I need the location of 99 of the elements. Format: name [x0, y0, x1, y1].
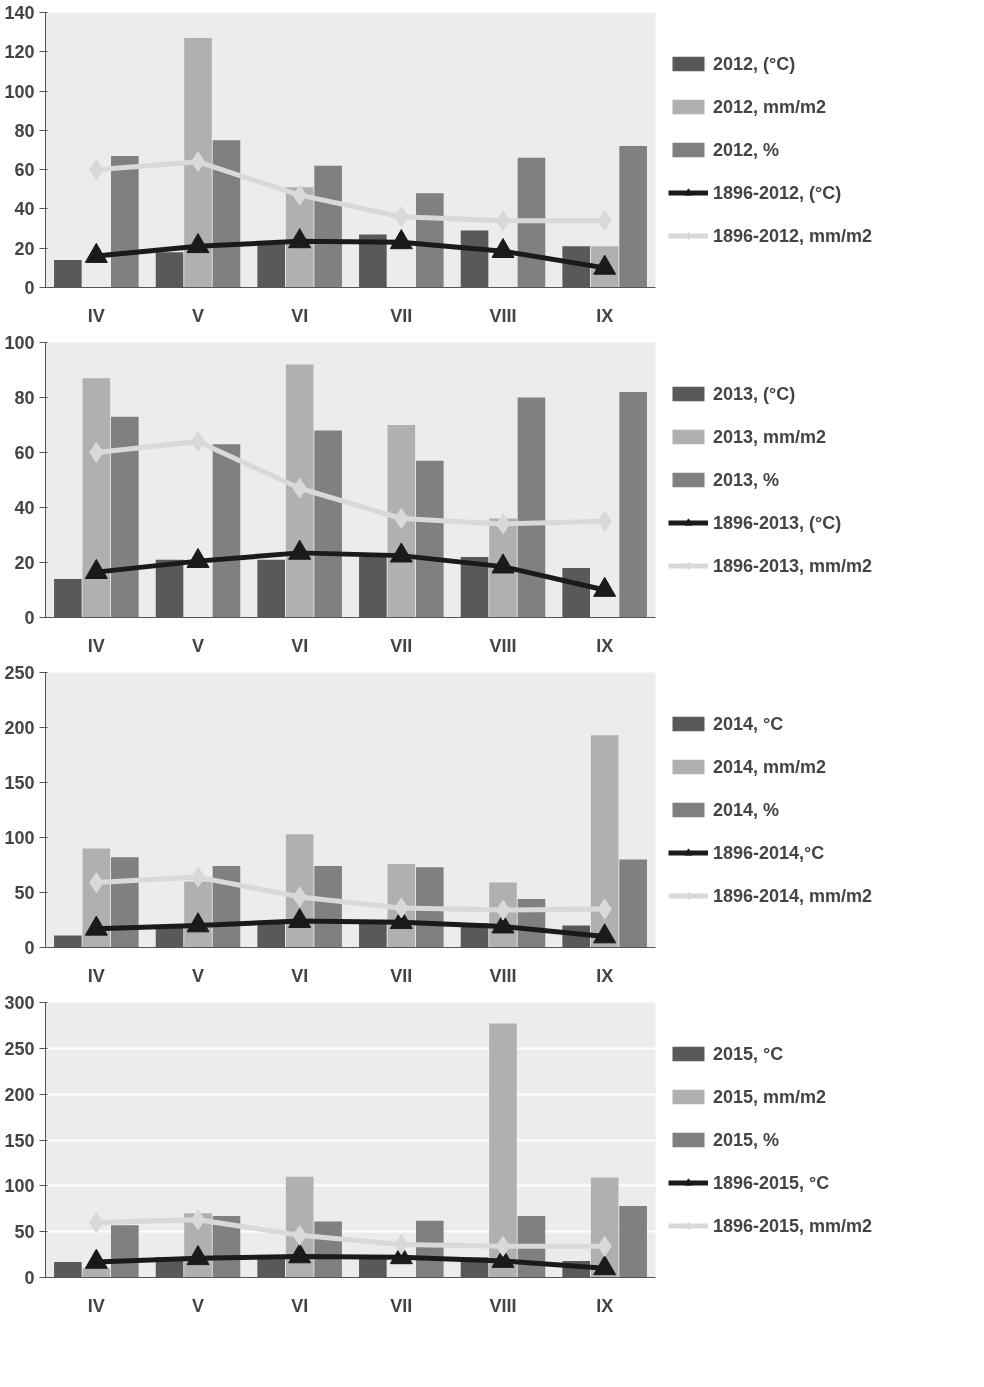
- y-tick-label: 80: [14, 388, 35, 408]
- y-tick-label: 150: [4, 1130, 35, 1151]
- legend-label: 1896-2013, mm/m2: [713, 555, 873, 576]
- legend-label: 2014, °C: [713, 713, 784, 734]
- bar: [110, 416, 139, 618]
- bar: [314, 165, 342, 288]
- point: [394, 508, 409, 529]
- x-tick-label: VII: [390, 965, 413, 986]
- y-tick-label: 100: [4, 828, 35, 848]
- legend-label: 2015, %: [713, 1129, 780, 1150]
- y-tick-label: 300: [4, 993, 35, 1013]
- point: [186, 547, 210, 568]
- bar: [110, 155, 139, 288]
- x-tick-label: V: [192, 1295, 205, 1316]
- x-tick-label: IX: [596, 635, 614, 656]
- x-tick-label: V: [192, 965, 205, 986]
- y-tick-label: 0: [24, 278, 35, 298]
- legend-label: 2015, °C: [713, 1043, 784, 1064]
- bar: [212, 140, 241, 288]
- bar: [619, 1206, 647, 1278]
- x-tick-label: IX: [596, 305, 614, 326]
- point: [495, 513, 511, 535]
- bar: [314, 430, 342, 618]
- y-tick-label: 50: [14, 883, 35, 903]
- y-tick-label: 20: [14, 238, 35, 259]
- bar: [285, 364, 314, 618]
- bar: [415, 460, 444, 618]
- legend-label: 2012, (°C): [713, 53, 796, 74]
- legend-label: 2014, %: [713, 799, 780, 820]
- bar: [517, 157, 546, 288]
- bar: [619, 392, 647, 618]
- x-tick-label: V: [192, 635, 205, 656]
- bar: [415, 193, 444, 288]
- x-tick-label: VI: [291, 1295, 309, 1316]
- legend-label: 1896-2015, mm/m2: [713, 1215, 873, 1236]
- legend-label: 2013, mm/m2: [713, 426, 827, 447]
- y-tick-label: 150: [4, 773, 35, 793]
- y-tick-label: 40: [14, 498, 35, 518]
- legend-label: 1896-2012, mm/m2: [713, 225, 873, 246]
- y-tick-label: 0: [24, 1268, 35, 1288]
- legend-label: 2013, %: [713, 469, 780, 490]
- x-tick-label: VII: [390, 305, 413, 326]
- bar: [489, 1023, 517, 1278]
- y-tick-label: 0: [24, 608, 35, 628]
- y-tick-label: 100: [4, 333, 35, 353]
- y-tick-label: 200: [4, 1084, 35, 1105]
- y-tick-label: 0: [24, 938, 35, 958]
- legend-label: 2012, mm/m2: [713, 96, 827, 117]
- point: [288, 539, 312, 560]
- x-tick-label: V: [192, 305, 205, 326]
- point: [389, 542, 413, 563]
- bar: [212, 444, 241, 618]
- y-tick-label: 40: [14, 199, 35, 220]
- y-tick-label: 60: [14, 160, 35, 181]
- y-tick-label: 20: [14, 553, 35, 573]
- y-tick-label: 200: [4, 718, 35, 738]
- y-tick-label: 50: [14, 1222, 35, 1243]
- point: [84, 558, 108, 579]
- x-tick-label: VIII: [489, 965, 517, 986]
- bar: [619, 859, 647, 948]
- x-tick-label: VII: [390, 635, 413, 656]
- x-tick-label: IV: [87, 635, 105, 656]
- point: [491, 553, 515, 574]
- x-tick-label: VI: [291, 305, 309, 326]
- y-tick-label: 140: [4, 3, 35, 23]
- x-tick-label: VI: [291, 965, 309, 986]
- x-tick-label: IX: [596, 965, 614, 986]
- point: [89, 442, 104, 463]
- legend-label: 1896-2014, mm/m2: [713, 885, 873, 906]
- bar: [184, 38, 212, 288]
- x-tick-label: IV: [87, 1295, 105, 1316]
- legend-label: 1896-2013, (°C): [713, 512, 842, 533]
- bar: [590, 735, 619, 948]
- legend-label: 1896-2012, (°C): [713, 182, 842, 203]
- y-tick-label: 250: [4, 663, 35, 683]
- y-tick-label: 80: [14, 120, 35, 141]
- x-tick-label: IV: [87, 305, 105, 326]
- x-tick-label: VIII: [489, 305, 517, 326]
- x-tick-label: VIII: [489, 635, 517, 656]
- legend-label: 2014, mm/m2: [713, 756, 827, 777]
- legend-label: 2015, mm/m2: [713, 1086, 827, 1107]
- bar: [82, 378, 111, 618]
- bar: [517, 397, 546, 618]
- x-tick-label: VI: [291, 635, 309, 656]
- y-tick-label: 100: [4, 1176, 35, 1197]
- legend-label: 2013, (°C): [713, 383, 796, 404]
- x-tick-label: VIII: [489, 1295, 517, 1316]
- point: [593, 576, 617, 597]
- y-tick-label: 120: [4, 42, 35, 63]
- y-tick-label: 250: [4, 1038, 35, 1059]
- legend-label: 2012, %: [713, 139, 780, 160]
- legend-label: 1896-2014,°C: [713, 842, 825, 863]
- x-tick-label: VII: [390, 1295, 413, 1316]
- x-tick-label: IX: [596, 1295, 614, 1316]
- y-tick-label: 60: [14, 443, 35, 463]
- x-tick-label: IV: [87, 965, 105, 986]
- bar: [619, 146, 647, 288]
- legend-label: 1896-2015, °C: [713, 1172, 830, 1193]
- y-tick-label: 100: [4, 81, 35, 102]
